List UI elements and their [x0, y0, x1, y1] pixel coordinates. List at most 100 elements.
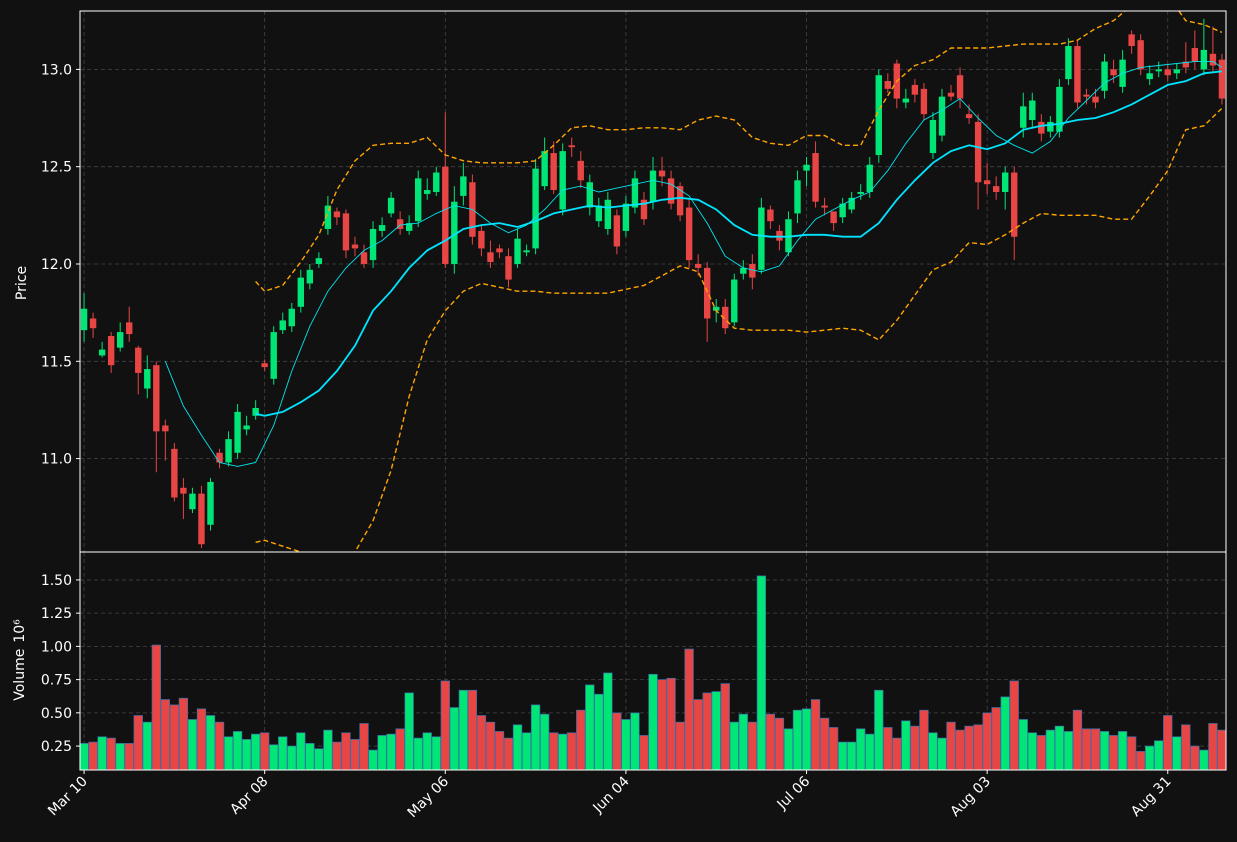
volume-bar	[160, 699, 170, 771]
candle-body	[135, 347, 142, 373]
volume-bar	[214, 721, 225, 771]
candle-body	[487, 252, 494, 263]
candle-body	[514, 238, 521, 264]
volume-frame	[79, 551, 1227, 771]
volume-bar	[440, 680, 450, 771]
volume-bar	[88, 741, 98, 771]
candle-body	[1101, 61, 1108, 91]
candle-body	[848, 197, 855, 210]
candle-body	[234, 411, 241, 453]
candle-body	[442, 166, 449, 264]
candle-body	[478, 230, 485, 249]
volume-bar	[395, 728, 405, 771]
volume-bar	[97, 736, 107, 771]
volume-bar	[476, 715, 487, 771]
volume-bar	[404, 692, 414, 771]
volume-bar	[169, 704, 180, 771]
volume-bar	[341, 732, 351, 771]
volume-bar	[323, 729, 333, 771]
volume-bar	[648, 673, 658, 771]
candle-body	[956, 75, 964, 99]
candle-body	[405, 223, 413, 231]
volume-bar	[828, 727, 839, 771]
candle-body	[812, 153, 819, 202]
volume-tick-label: 0.25	[41, 739, 72, 755]
candle-body	[225, 439, 232, 463]
candle-body	[1029, 100, 1036, 120]
volume-bar	[1145, 745, 1155, 771]
volume-bar	[521, 732, 532, 771]
volume-panel	[79, 575, 1227, 771]
volume-bar	[142, 721, 152, 771]
candle-body	[261, 363, 268, 368]
x-tick-label: Mar 10	[45, 774, 91, 820]
price-axis-label: Price	[14, 266, 30, 300]
volume-bar	[359, 723, 369, 771]
volume-bar	[178, 697, 189, 771]
volume-bar	[765, 713, 776, 771]
volume-bar	[305, 743, 315, 771]
volume-bar	[1108, 735, 1119, 771]
volume-bar	[747, 721, 757, 771]
candle-body	[378, 225, 386, 231]
candle-body	[667, 178, 675, 204]
candle-body	[1209, 53, 1217, 66]
volume-tick-label: 1.00	[41, 639, 72, 655]
candle-body	[396, 219, 404, 229]
volume-bar	[702, 692, 712, 771]
volume-bar	[1208, 723, 1218, 771]
candle-body	[920, 88, 928, 115]
candle-body	[731, 279, 738, 323]
volume-bar	[187, 719, 198, 771]
candle-body	[676, 186, 684, 216]
candle-body	[198, 493, 205, 545]
candle-body	[568, 145, 575, 148]
volume-bar	[413, 737, 423, 771]
volume-bar	[738, 713, 748, 771]
candle-body	[324, 205, 332, 229]
candle-body	[1137, 40, 1144, 70]
candle-body	[938, 96, 946, 136]
candle-body	[740, 267, 747, 274]
candle-body	[1056, 86, 1063, 132]
candle-body	[577, 160, 584, 181]
candle-body	[270, 332, 277, 379]
candle-body	[89, 318, 97, 329]
volume-bar	[837, 741, 848, 771]
volume-bar	[630, 712, 640, 771]
candle-body	[965, 114, 973, 119]
candle-body	[387, 197, 395, 214]
volume-bar	[458, 689, 469, 771]
candle-body	[116, 332, 124, 348]
volume-bar	[1126, 736, 1137, 771]
candle-body	[821, 205, 828, 208]
volume-bar	[964, 725, 974, 771]
volume-bar	[133, 715, 143, 771]
volume-bar	[115, 743, 125, 771]
price-panel	[80, 11, 1226, 552]
candle-body	[1182, 61, 1190, 68]
volume-bar	[1063, 731, 1074, 771]
volume-bar	[973, 724, 983, 771]
volume-bar	[693, 699, 703, 771]
candle-body	[839, 203, 846, 218]
volume-bar	[928, 732, 938, 771]
volume-bar	[1054, 725, 1065, 771]
candle-body	[685, 207, 693, 261]
candle-body	[216, 452, 223, 463]
volume-bar	[819, 717, 830, 771]
candle-body	[523, 250, 530, 253]
candle-body	[1074, 46, 1081, 103]
candle-body	[288, 308, 295, 327]
candle-body	[1191, 47, 1199, 62]
candle-body	[857, 191, 864, 194]
x-tick-label: Jun 04	[590, 773, 633, 816]
volume-bar	[919, 709, 929, 771]
candle-body	[1164, 69, 1171, 76]
volume-label: Volume	[12, 649, 28, 701]
y-tick-label: 11.0	[41, 452, 72, 468]
volume-bar	[296, 732, 306, 771]
candle-body	[1038, 121, 1045, 134]
volume-bar	[892, 737, 902, 771]
volume-bar	[792, 709, 803, 771]
